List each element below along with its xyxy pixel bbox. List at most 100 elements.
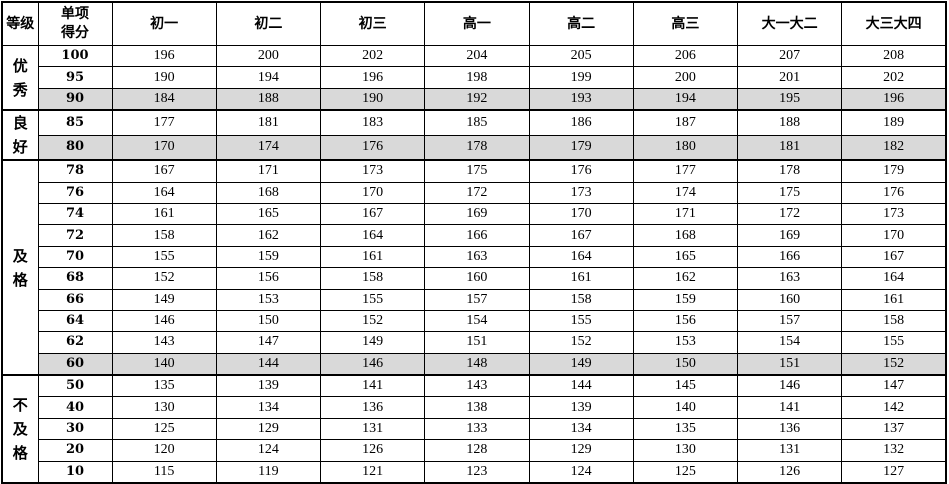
- value-cell: 140: [111, 352, 217, 377]
- value-cell: 146: [111, 309, 217, 333]
- value-cell: 119: [215, 460, 322, 484]
- value-cell: 137: [841, 417, 947, 441]
- value-cell: 144: [215, 352, 322, 377]
- value-cell: 184: [111, 87, 217, 112]
- table-row: 72 158 162 164 166 167 168 169 170: [2, 224, 947, 247]
- score-cell: 68: [37, 267, 113, 290]
- value-cell: 188: [215, 87, 322, 112]
- value-cell: 179: [528, 134, 634, 162]
- value-cell: 135: [632, 417, 739, 441]
- value-cell: 160: [424, 267, 530, 290]
- value-cell: 165: [632, 245, 739, 269]
- score-cell: 10: [37, 460, 113, 484]
- value-cell: 200: [215, 44, 322, 68]
- header-grade: 等级: [6, 15, 35, 32]
- score-cell: 74: [37, 202, 113, 226]
- value-cell: 176: [319, 134, 426, 162]
- score-cell: 20: [37, 439, 113, 462]
- value-cell: 150: [215, 309, 322, 333]
- score-cell: 95: [37, 66, 113, 89]
- header-column: 初一: [111, 1, 217, 46]
- value-cell: 144: [528, 374, 634, 398]
- header-grade-cell: 等级: [1, 1, 39, 46]
- value-cell: 167: [111, 159, 217, 183]
- value-cell: 195: [736, 87, 843, 112]
- value-cell: 208: [841, 44, 947, 68]
- value-cell: 194: [632, 87, 739, 112]
- score-cell: 62: [37, 331, 113, 354]
- value-cell: 154: [736, 331, 843, 354]
- value-cell: 123: [424, 460, 530, 484]
- value-cell: 128: [424, 439, 530, 462]
- value-cell: 171: [215, 159, 322, 183]
- value-cell: 124: [215, 439, 322, 462]
- score-cell: 76: [37, 181, 113, 204]
- value-cell: 193: [528, 87, 634, 112]
- value-cell: 174: [632, 181, 739, 204]
- value-cell: 124: [528, 460, 634, 484]
- value-cell: 206: [632, 44, 739, 68]
- value-cell: 156: [215, 267, 322, 290]
- table-row: 80 170 174 176 178 179 180 181 182: [2, 134, 947, 162]
- value-cell: 146: [319, 352, 426, 377]
- value-cell: 200: [632, 66, 739, 89]
- header-column: 高三: [632, 1, 739, 46]
- table-row: 68 152 156 158 160 161 162 163 164: [2, 267, 947, 290]
- value-cell: 151: [736, 352, 843, 377]
- value-cell: 185: [424, 109, 530, 136]
- value-cell: 156: [632, 309, 739, 333]
- value-cell: 171: [632, 202, 739, 226]
- value-cell: 183: [319, 109, 426, 136]
- value-cell: 201: [736, 66, 843, 89]
- value-cell: 177: [632, 159, 739, 183]
- value-cell: 134: [528, 417, 634, 441]
- value-cell: 164: [319, 224, 426, 247]
- value-cell: 196: [841, 87, 947, 112]
- value-cell: 181: [736, 134, 843, 162]
- grade-cell: 良好: [1, 109, 39, 162]
- value-cell: 196: [319, 66, 426, 89]
- table-row: 90 184 188 190 192 193 194 195 196: [2, 87, 947, 112]
- value-cell: 170: [841, 224, 947, 247]
- value-cell: 167: [319, 202, 426, 226]
- grade-cell: 不及格: [1, 374, 39, 484]
- score-cell: 80: [37, 134, 113, 162]
- table-row: 60 140 144 146 148 149 150 151 152: [2, 352, 947, 377]
- value-cell: 170: [319, 181, 426, 204]
- value-cell: 199: [528, 66, 634, 89]
- score-cell: 66: [37, 288, 113, 311]
- value-cell: 192: [424, 87, 530, 112]
- value-cell: 130: [111, 396, 217, 419]
- value-cell: 207: [736, 44, 843, 68]
- value-cell: 169: [736, 224, 843, 247]
- score-cell: 100: [37, 44, 113, 68]
- value-cell: 172: [424, 181, 530, 204]
- value-cell: 152: [111, 267, 217, 290]
- value-cell: 157: [736, 309, 843, 333]
- table-row: 64 146 150 152 154 155 156 157 158: [2, 309, 947, 333]
- value-cell: 158: [319, 267, 426, 290]
- table-row: 优秀 100 196 200 202 204 205 206 207 208: [1, 44, 947, 112]
- score-cell: 60: [37, 352, 113, 377]
- value-cell: 168: [215, 181, 322, 204]
- score-cell: 30: [37, 417, 113, 441]
- value-cell: 167: [841, 245, 947, 269]
- value-cell: 152: [319, 309, 426, 333]
- table-row: 70 155 159 161 163 164 165 166 167: [2, 245, 947, 269]
- value-cell: 159: [215, 245, 322, 269]
- value-cell: 151: [424, 331, 530, 354]
- value-cell: 149: [111, 288, 217, 311]
- header-column: 初三: [319, 1, 426, 46]
- value-cell: 127: [841, 460, 947, 484]
- value-cell: 115: [111, 460, 217, 484]
- table-row: 74 161 165 167 169 170 171 172 173: [2, 202, 947, 226]
- header-column: 高一: [424, 1, 530, 46]
- value-cell: 139: [528, 396, 634, 419]
- value-cell: 131: [736, 439, 843, 462]
- grade-cell: 优秀: [1, 45, 39, 112]
- value-cell: 141: [736, 396, 843, 419]
- value-cell: 166: [736, 245, 843, 269]
- value-cell: 150: [632, 352, 739, 377]
- value-cell: 136: [319, 396, 426, 419]
